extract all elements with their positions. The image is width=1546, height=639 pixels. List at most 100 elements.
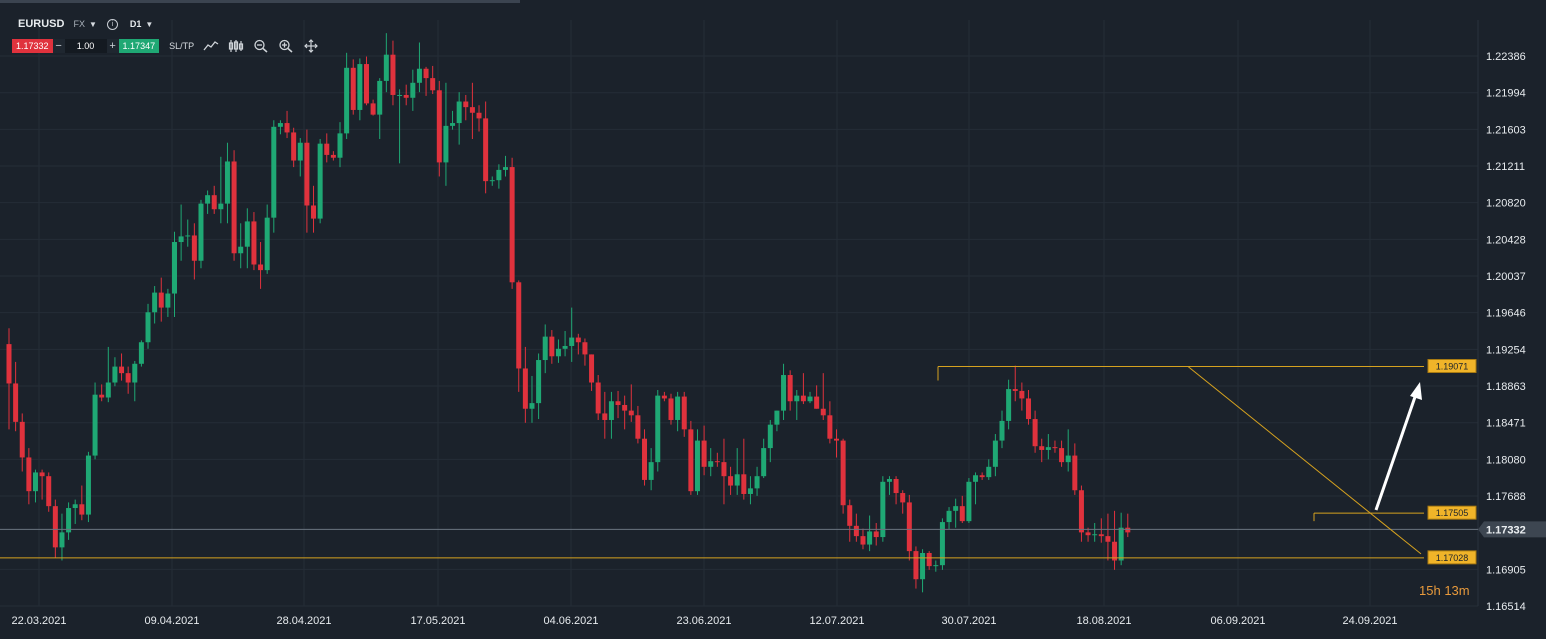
- candle-body: [311, 205, 317, 219]
- price-tick-label: 1.19646: [1486, 308, 1526, 320]
- price-tick-label: 1.18471: [1486, 418, 1526, 430]
- candle-body: [867, 531, 873, 545]
- level-price-label: 1.17028: [1436, 553, 1469, 563]
- projection-arrow-head: [1410, 382, 1422, 400]
- candle-body: [132, 363, 138, 383]
- level-price-label: 1.17505: [1436, 508, 1469, 518]
- level-price-tag[interactable]: [1427, 358, 1477, 373]
- candle-body: [6, 344, 12, 384]
- candle-body: [1092, 534, 1098, 536]
- candle-body: [317, 143, 323, 219]
- quantity-decrease-button[interactable]: −: [52, 39, 65, 53]
- candle-body: [555, 348, 561, 357]
- candle-body: [688, 429, 694, 492]
- candle-body: [258, 264, 264, 271]
- candle-body: [357, 64, 363, 110]
- candle-body: [522, 368, 528, 409]
- candle-body: [1112, 541, 1118, 561]
- candle-body: [469, 107, 475, 113]
- info-icon[interactable]: i: [106, 18, 118, 30]
- candle-body: [436, 90, 442, 163]
- candle-body: [198, 203, 204, 261]
- candle-body: [205, 195, 211, 204]
- candle-body: [880, 481, 886, 538]
- candle-body: [284, 123, 290, 133]
- candle-body: [397, 94, 403, 96]
- candle-body: [344, 67, 350, 134]
- candle-body: [39, 472, 45, 477]
- price-tick-label: 1.21994: [1486, 88, 1526, 100]
- candle-body: [231, 161, 237, 254]
- timeframe-dropdown-icon[interactable]: ▼: [145, 19, 154, 29]
- candle-body: [1078, 490, 1084, 533]
- candles-icon[interactable]: [228, 39, 244, 53]
- candle-body: [681, 396, 687, 430]
- quantity-increase-button[interactable]: +: [106, 39, 119, 53]
- symbol-dropdown-icon[interactable]: ▼: [88, 19, 97, 29]
- candle-body: [377, 80, 383, 115]
- candle-body: [483, 118, 489, 182]
- candle-body: [761, 448, 767, 477]
- candle-body: [562, 345, 568, 349]
- candle-body: [675, 396, 681, 420]
- candle-body: [1045, 447, 1051, 450]
- candle-body: [291, 132, 297, 161]
- candle-body: [185, 235, 191, 237]
- date-tick-label: 28.04.2021: [276, 615, 331, 627]
- candle-body: [489, 180, 495, 182]
- candle-body: [79, 504, 85, 515]
- zoom-out-icon[interactable]: [253, 39, 269, 53]
- candle-body: [251, 221, 257, 265]
- candle-body: [913, 551, 919, 580]
- sell-price-button[interactable]: 1.17332: [12, 39, 53, 53]
- candle-body: [661, 395, 667, 399]
- timeframe-label[interactable]: D1: [129, 19, 142, 29]
- symbol-label[interactable]: EURUSD: [18, 18, 65, 30]
- candle-body: [145, 312, 151, 343]
- level-price-tag[interactable]: [1427, 550, 1477, 565]
- candle-countdown: 15h 13m: [1419, 583, 1470, 598]
- candle-body: [655, 395, 661, 463]
- buy-price-button[interactable]: 1.17347: [118, 39, 160, 53]
- candle-body: [1032, 419, 1038, 447]
- candle-body: [1012, 389, 1018, 391]
- candle-body: [701, 440, 707, 467]
- chart-grid: [0, 20, 1479, 607]
- candle-body: [46, 476, 52, 507]
- candle-body: [85, 455, 91, 515]
- candle-body: [635, 415, 641, 439]
- candle-body: [622, 404, 628, 411]
- candle-body: [1085, 532, 1091, 536]
- countdown-minutes-unit: m: [1458, 583, 1470, 598]
- date-axis[interactable]: 22.03.2021 09.04.2021 28.04.2021 17.05.2021…: [11, 615, 1397, 627]
- candle-body: [873, 531, 879, 538]
- level-price-tag[interactable]: [1427, 505, 1477, 520]
- candle-body: [456, 101, 462, 124]
- candle-body: [410, 82, 416, 98]
- candle-body: [728, 476, 734, 486]
- candle-body: [886, 478, 892, 482]
- price-axis[interactable]: 1.22386 1.21994 1.21603 1.21211 1.20820 1.204…: [1486, 51, 1526, 613]
- quantity-input[interactable]: 1.00: [64, 39, 107, 53]
- candle-body: [536, 360, 542, 404]
- candle-body: [906, 502, 912, 552]
- candle-body: [747, 488, 753, 494]
- candle-body: [297, 142, 303, 161]
- zoom-in-icon[interactable]: [278, 39, 294, 53]
- line-chart-icon[interactable]: [203, 39, 219, 53]
- candle-body: [423, 68, 429, 79]
- crosshair-move-icon[interactable]: [303, 39, 319, 53]
- candle-body: [191, 235, 197, 261]
- candle-body: [820, 408, 826, 416]
- candle-body: [350, 67, 356, 110]
- sltp-button[interactable]: SL/TP: [169, 41, 195, 51]
- descending-trendline[interactable]: [1187, 366, 1422, 555]
- candle-body: [589, 354, 595, 383]
- candle-body: [1098, 534, 1104, 537]
- candle-body: [383, 54, 389, 81]
- candle-body: [999, 420, 1005, 441]
- candle-body: [1105, 536, 1111, 542]
- market-label: FX: [73, 19, 85, 29]
